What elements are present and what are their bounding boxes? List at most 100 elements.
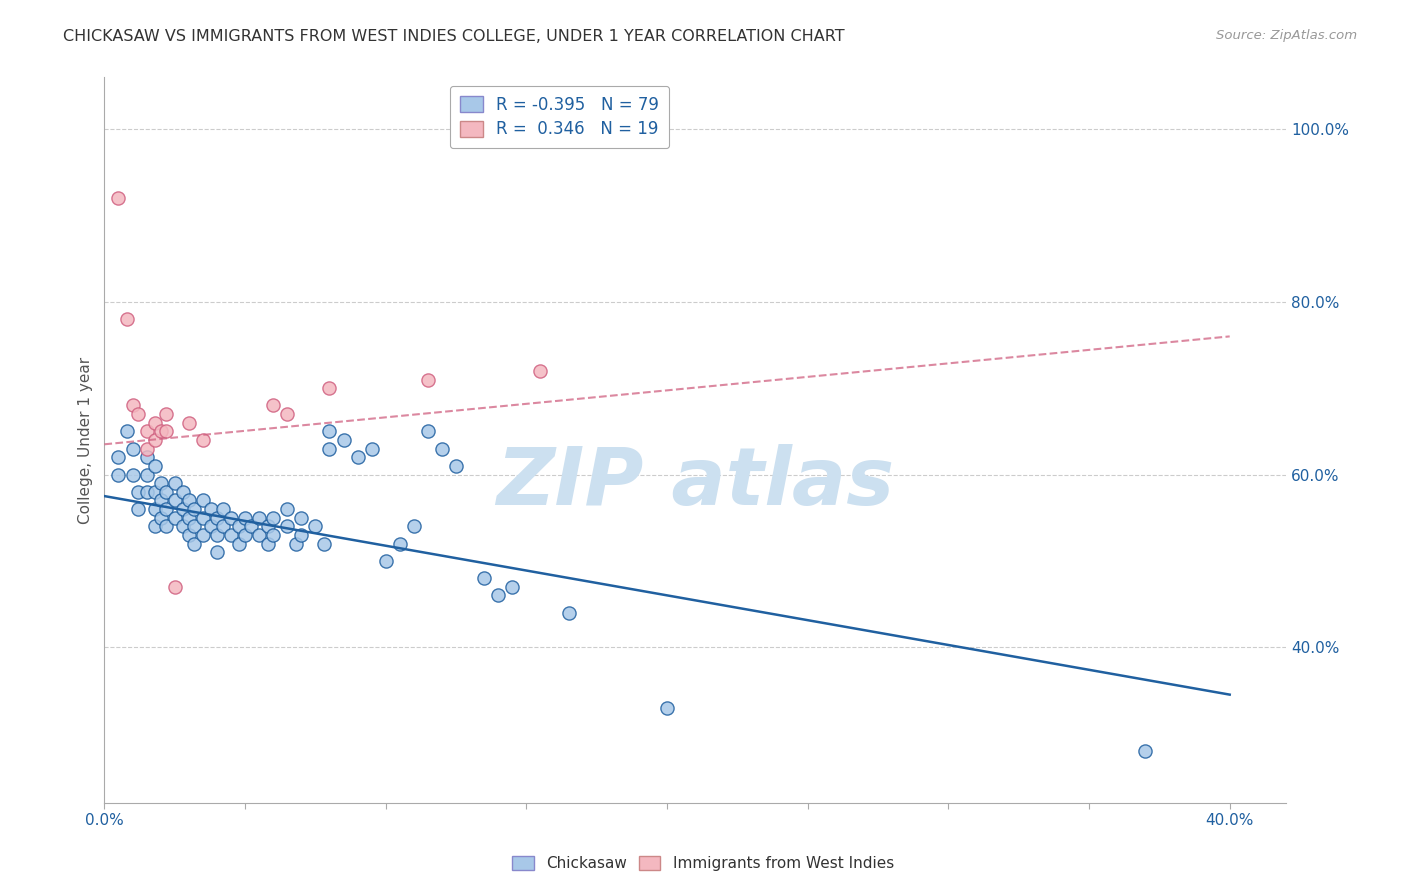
Y-axis label: College, Under 1 year: College, Under 1 year: [79, 357, 93, 524]
Point: [155, 407, 177, 421]
Point: [233, 510, 256, 524]
Point: [247, 528, 270, 542]
Point: [284, 536, 307, 550]
Legend: Chickasaw, Immigrants from West Indies: Chickasaw, Immigrants from West Indies: [506, 849, 900, 877]
Point: [228, 519, 250, 533]
Point: [127, 502, 149, 516]
Point: [107, 467, 129, 482]
Point: [211, 519, 233, 533]
Point: [416, 373, 439, 387]
Point: [177, 510, 200, 524]
Point: [205, 545, 228, 559]
Point: [127, 484, 149, 499]
Point: [135, 442, 157, 456]
Point: [430, 442, 453, 456]
Point: [318, 425, 340, 439]
Point: [304, 519, 326, 533]
Point: [200, 502, 222, 516]
Point: [149, 476, 172, 491]
Point: [177, 416, 200, 430]
Point: [183, 519, 205, 533]
Point: [115, 425, 138, 439]
Point: [163, 476, 186, 491]
Point: [155, 484, 177, 499]
Point: [163, 510, 186, 524]
Point: [143, 458, 166, 473]
Point: [239, 519, 262, 533]
Point: [135, 467, 157, 482]
Point: [256, 519, 278, 533]
Point: [256, 536, 278, 550]
Point: [262, 528, 284, 542]
Point: [107, 450, 129, 465]
Point: [191, 433, 214, 447]
Point: [172, 519, 194, 533]
Point: [135, 425, 157, 439]
Point: [332, 433, 354, 447]
Point: [163, 580, 186, 594]
Point: [135, 484, 157, 499]
Point: [360, 442, 382, 456]
Point: [318, 442, 340, 456]
Point: [200, 519, 222, 533]
Point: [107, 191, 129, 205]
Point: [247, 510, 270, 524]
Point: [501, 580, 523, 594]
Text: ZIP atlas: ZIP atlas: [496, 444, 894, 523]
Point: [149, 493, 172, 508]
Point: [472, 571, 495, 585]
Point: [346, 450, 368, 465]
Point: [388, 536, 411, 550]
Point: [290, 510, 312, 524]
Point: [655, 700, 678, 714]
Point: [172, 502, 194, 516]
Point: [228, 536, 250, 550]
Point: [290, 528, 312, 542]
Point: [205, 528, 228, 542]
Point: [155, 502, 177, 516]
Point: [402, 519, 425, 533]
Point: [121, 467, 143, 482]
Legend: R = -0.395   N = 79, R =  0.346   N = 19: R = -0.395 N = 79, R = 0.346 N = 19: [450, 86, 669, 148]
Point: [149, 425, 172, 439]
Point: [318, 381, 340, 395]
Point: [135, 450, 157, 465]
Point: [163, 493, 186, 508]
Point: [219, 510, 242, 524]
Point: [276, 407, 298, 421]
Point: [191, 528, 214, 542]
Point: [262, 510, 284, 524]
Point: [143, 519, 166, 533]
Point: [115, 312, 138, 326]
Point: [486, 588, 509, 602]
Point: [143, 502, 166, 516]
Point: [177, 493, 200, 508]
Point: [262, 399, 284, 413]
Point: [529, 364, 551, 378]
Point: [211, 502, 233, 516]
Point: [276, 519, 298, 533]
Point: [374, 554, 396, 568]
Point: [219, 528, 242, 542]
Point: [312, 536, 335, 550]
Point: [172, 484, 194, 499]
Point: [183, 536, 205, 550]
Point: [155, 519, 177, 533]
Point: [205, 510, 228, 524]
Point: [183, 502, 205, 516]
Point: [444, 458, 467, 473]
Point: [191, 510, 214, 524]
Point: [191, 493, 214, 508]
Point: [1135, 744, 1157, 758]
Point: [557, 606, 579, 620]
Point: [121, 399, 143, 413]
Text: Source: ZipAtlas.com: Source: ZipAtlas.com: [1216, 29, 1357, 42]
Point: [155, 425, 177, 439]
Point: [233, 528, 256, 542]
Point: [149, 510, 172, 524]
Text: CHICKASAW VS IMMIGRANTS FROM WEST INDIES COLLEGE, UNDER 1 YEAR CORRELATION CHART: CHICKASAW VS IMMIGRANTS FROM WEST INDIES…: [63, 29, 845, 44]
Point: [143, 484, 166, 499]
Point: [276, 502, 298, 516]
Point: [177, 528, 200, 542]
Point: [416, 425, 439, 439]
